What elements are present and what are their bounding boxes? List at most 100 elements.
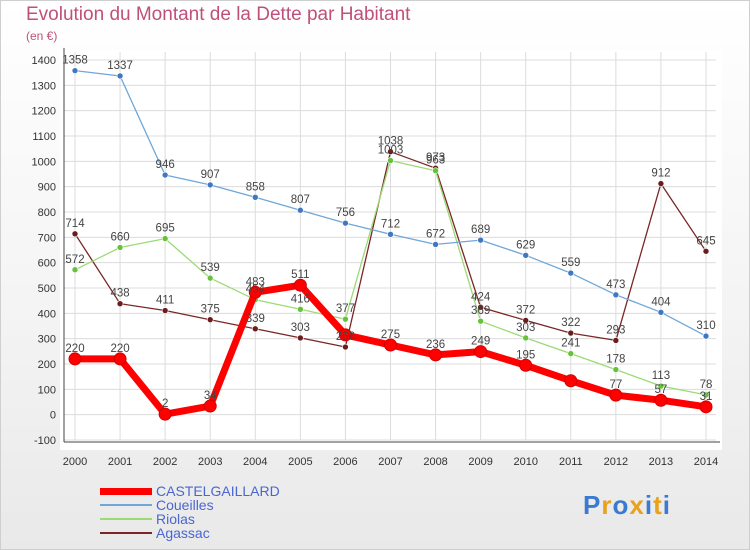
data-label-castelgaillard: 220 [110, 343, 129, 355]
data-point-riolas [612, 366, 620, 373]
data-point-riolas [522, 334, 530, 342]
data-point-agassac [387, 148, 394, 156]
y-tick-label: 200 [38, 359, 56, 371]
legend-swatch [100, 487, 152, 495]
y-tick-label: 500 [38, 283, 56, 295]
legend-item-agassac: Agassac [100, 526, 280, 540]
data-point-coueilles [612, 291, 620, 299]
data-label-agassac: 714 [65, 218, 85, 230]
data-label-agassac: 372 [516, 304, 535, 316]
data-point-coueilles [206, 181, 214, 189]
data-point-coueilles [342, 219, 349, 227]
data-label-riolas: 369 [471, 305, 490, 317]
legend-swatch [100, 504, 152, 506]
data-label-riolas: 1003 [378, 145, 404, 157]
logo-letter: P [583, 490, 602, 520]
data-point-riolas [567, 350, 575, 357]
data-label-castelgaillard: 34 [204, 390, 217, 402]
y-tick-label: 1000 [32, 156, 56, 168]
data-label-castelgaillard: 57 [655, 384, 668, 396]
y-tick-label: 900 [38, 182, 56, 194]
data-label-castelgaillard: 195 [516, 349, 535, 361]
chart-title: Evolution du Montant de la Dette par Hab… [26, 4, 411, 25]
data-point-riolas [387, 157, 394, 164]
data-point-coueilles [657, 309, 665, 316]
y-tick-label: 1300 [32, 80, 56, 92]
data-point-coueilles [522, 252, 530, 259]
y-tick-label: 600 [38, 258, 56, 270]
data-label-agassac: 411 [156, 295, 174, 307]
data-label-riolas: 963 [426, 155, 445, 167]
data-point-riolas [116, 244, 124, 251]
legend-item-castelgaillard: CASTELGAILLARD [100, 484, 280, 498]
data-point-castelgaillard [564, 374, 578, 388]
data-point-agassac [612, 337, 620, 344]
data-label-riolas: 303 [516, 322, 535, 334]
data-point-riolas [71, 266, 79, 274]
data-label-agassac: 375 [201, 304, 220, 316]
y-tick-label: 1400 [32, 55, 56, 67]
data-label-castelgaillard: 275 [381, 329, 400, 341]
data-point-agassac [657, 180, 665, 187]
y-tick-label: 1100 [32, 131, 56, 143]
data-point-agassac [477, 303, 484, 311]
y-tick-label: 0 [50, 410, 56, 422]
data-label-coueilles: 807 [291, 194, 310, 206]
data-label-riolas: 178 [606, 354, 625, 366]
data-point-agassac [116, 300, 124, 308]
data-label-coueilles: 858 [246, 181, 265, 193]
data-label-agassac: 912 [651, 168, 670, 180]
data-label-riolas: 78 [700, 379, 713, 391]
y-tick-label: 400 [38, 308, 56, 320]
data-label-castelgaillard: 31 [700, 391, 713, 403]
data-label-agassac: 1038 [378, 136, 404, 148]
data-label-riolas: 241 [561, 338, 580, 350]
data-label-coueilles: 946 [156, 159, 175, 171]
x-tick-label: 2004 [243, 456, 267, 468]
data-point-riolas [161, 235, 169, 242]
data-label-castelgaillard: 2 [162, 398, 168, 410]
logo-letter: i [644, 490, 654, 520]
x-tick-label: 2009 [468, 456, 492, 468]
y-tick-label: 800 [38, 207, 56, 219]
data-point-castelgaillard [609, 388, 623, 402]
data-point-riolas [297, 305, 304, 313]
data-point-agassac [342, 343, 349, 351]
x-tick-label: 2008 [423, 456, 447, 468]
data-label-riolas: 377 [336, 303, 355, 315]
data-label-riolas: 572 [65, 254, 84, 266]
data-label-castelgaillard: 249 [471, 336, 490, 348]
legend-swatch [100, 532, 152, 534]
x-tick-label: 2010 [513, 456, 537, 468]
data-label-coueilles: 629 [516, 239, 535, 251]
data-point-castelgaillard [429, 348, 443, 362]
data-point-coueilles [71, 67, 79, 74]
data-label-coueilles: 404 [651, 296, 671, 308]
data-point-riolas [342, 315, 349, 323]
data-point-agassac [702, 247, 710, 255]
data-label-agassac: 322 [561, 317, 580, 329]
data-label-riolas: 660 [110, 231, 129, 243]
data-point-coueilles [432, 241, 439, 248]
chart-subtitle: (en €) [26, 29, 58, 43]
data-point-coueilles [116, 72, 124, 80]
x-tick-label: 2007 [378, 456, 402, 468]
data-label-agassac: 424 [471, 291, 491, 303]
data-point-agassac [161, 307, 169, 314]
x-tick-label: 2003 [198, 456, 222, 468]
data-label-castelgaillard: 483 [246, 276, 265, 288]
data-label-agassac: 645 [696, 235, 715, 247]
data-point-riolas [206, 274, 214, 282]
legend-label: CASTELGAILLARD [156, 483, 280, 499]
data-label-agassac: 438 [110, 288, 129, 300]
data-label-castelgaillard: 220 [65, 343, 84, 355]
data-label-agassac: 266 [336, 331, 355, 343]
data-point-agassac [251, 325, 259, 333]
x-tick-label: 2011 [559, 456, 583, 468]
data-point-castelgaillard [248, 285, 262, 299]
data-label-coueilles: 756 [336, 207, 355, 219]
data-point-castelgaillard [338, 328, 352, 342]
data-point-castelgaillard [699, 400, 713, 414]
data-point-castelgaillard [158, 407, 172, 421]
